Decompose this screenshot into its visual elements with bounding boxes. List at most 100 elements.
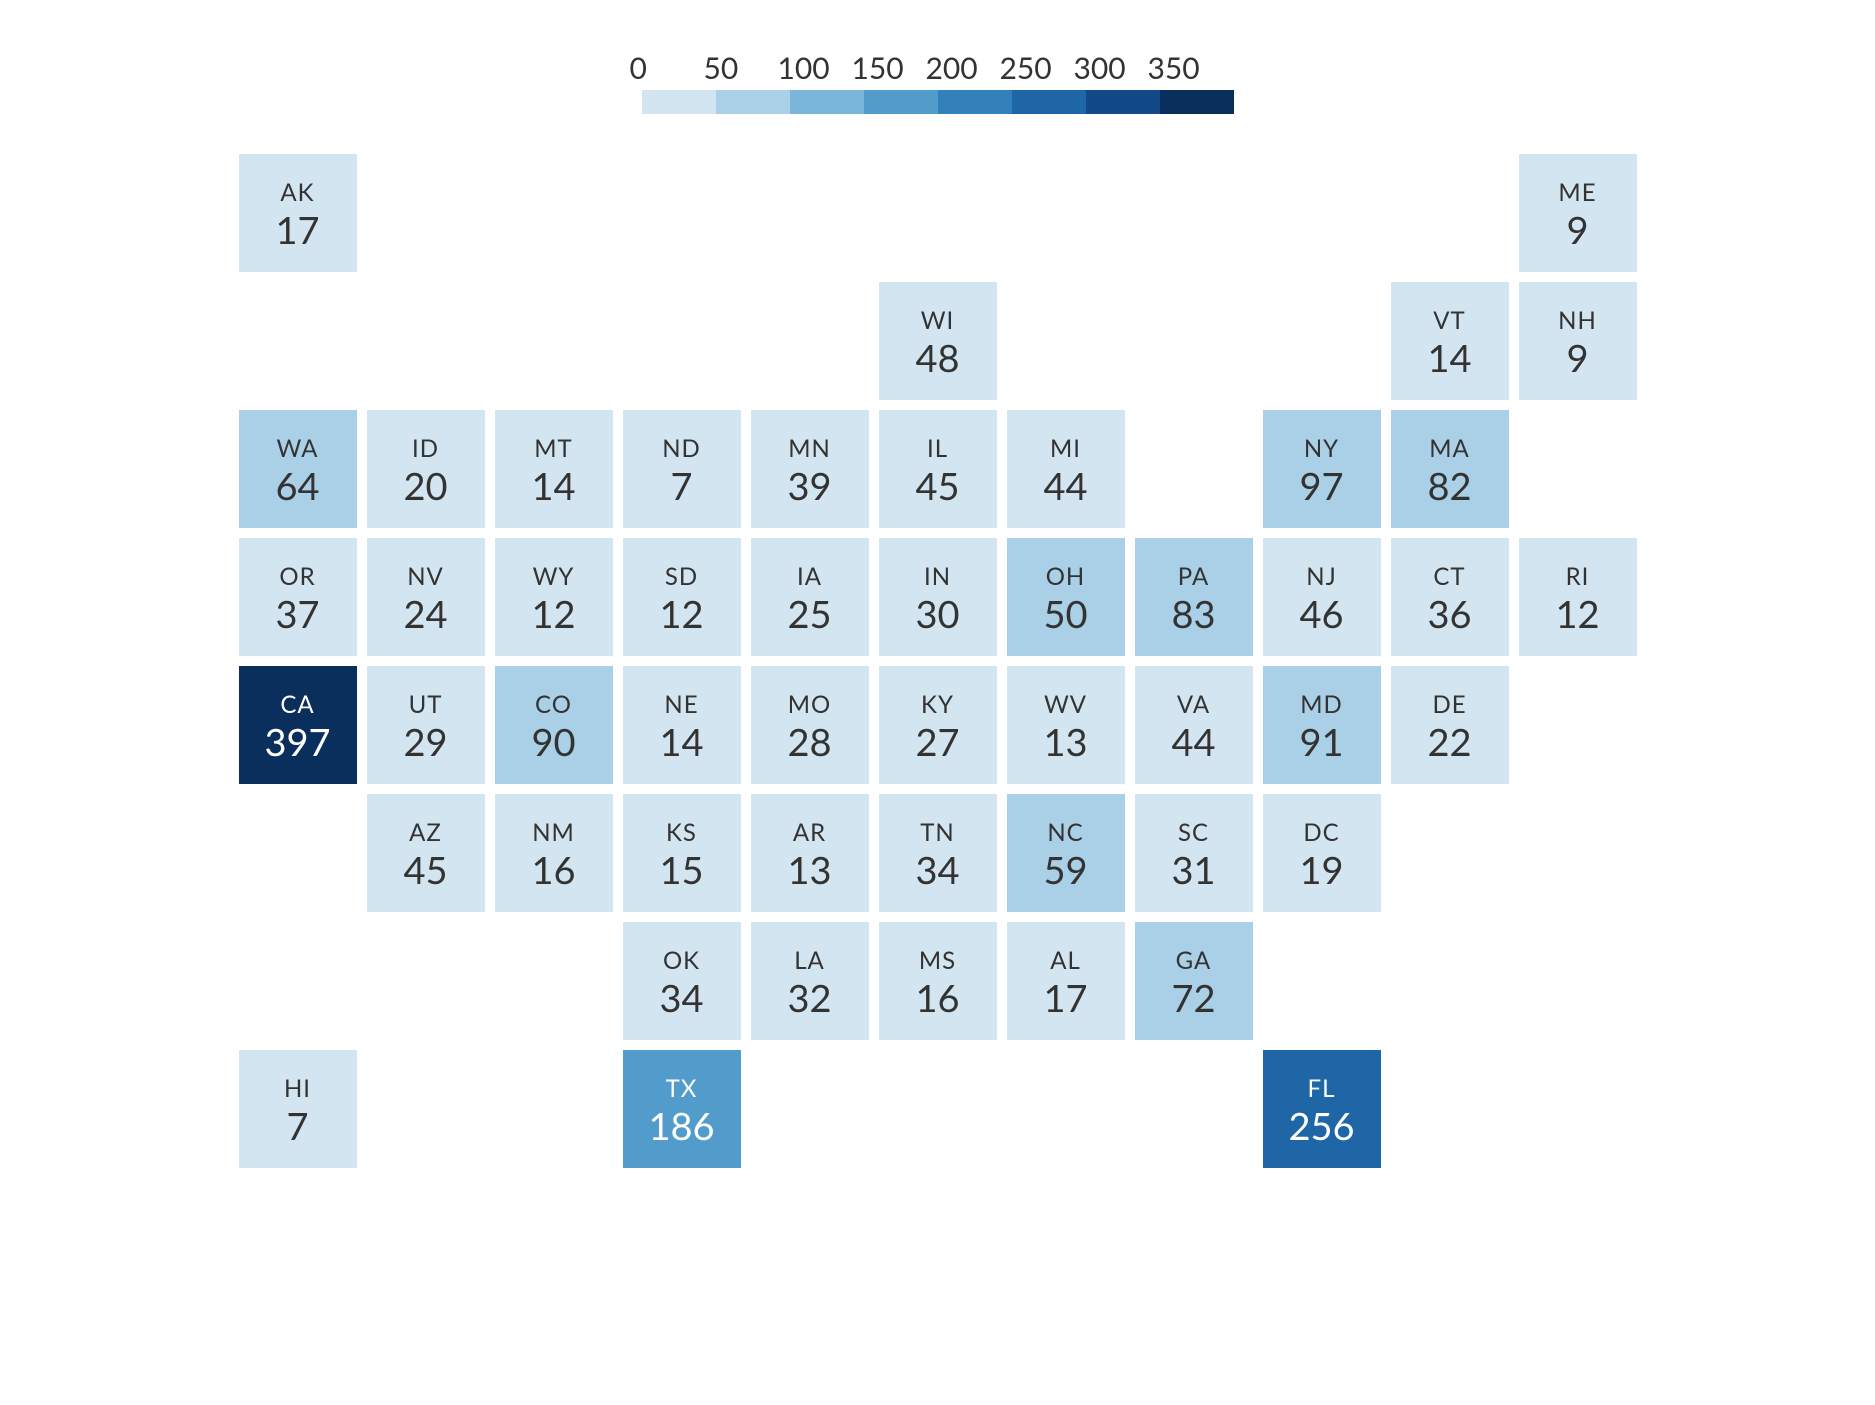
state-tile-il[interactable]: IL45 xyxy=(879,410,997,528)
empty-cell xyxy=(1519,794,1637,912)
state-abbr: CA xyxy=(280,691,314,720)
state-abbr: KY xyxy=(921,691,954,720)
empty-cell xyxy=(879,154,997,272)
state-abbr: AK xyxy=(280,179,314,208)
state-tile-sc[interactable]: SC31 xyxy=(1135,794,1253,912)
state-tile-la[interactable]: LA32 xyxy=(751,922,869,1040)
state-tile-md[interactable]: MD91 xyxy=(1263,666,1381,784)
state-value: 30 xyxy=(915,595,959,633)
state-tile-nm[interactable]: NM16 xyxy=(495,794,613,912)
state-value: 14 xyxy=(531,467,575,505)
state-abbr: SC xyxy=(1178,819,1209,848)
state-tile-ne[interactable]: NE14 xyxy=(623,666,741,784)
state-tile-mn[interactable]: MN39 xyxy=(751,410,869,528)
state-tile-sd[interactable]: SD12 xyxy=(623,538,741,656)
state-tile-pa[interactable]: PA83 xyxy=(1135,538,1253,656)
state-abbr: RI xyxy=(1566,563,1590,592)
empty-cell xyxy=(751,282,869,400)
empty-cell xyxy=(239,922,357,1040)
state-tile-vt[interactable]: VT14 xyxy=(1391,282,1509,400)
state-value: 45 xyxy=(403,851,447,889)
legend-tick-label: 200 xyxy=(926,50,1000,86)
empty-cell xyxy=(367,282,485,400)
state-tile-nv[interactable]: NV24 xyxy=(367,538,485,656)
empty-cell xyxy=(1135,282,1253,400)
state-tile-ar[interactable]: AR13 xyxy=(751,794,869,912)
state-tile-ma[interactable]: MA82 xyxy=(1391,410,1509,528)
state-tile-ut[interactable]: UT29 xyxy=(367,666,485,784)
state-tile-wa[interactable]: WA64 xyxy=(239,410,357,528)
state-tile-wy[interactable]: WY12 xyxy=(495,538,613,656)
state-tile-ky[interactable]: KY27 xyxy=(879,666,997,784)
state-abbr: MO xyxy=(788,691,832,720)
state-value: 97 xyxy=(1299,467,1343,505)
state-tile-ri[interactable]: RI12 xyxy=(1519,538,1637,656)
state-tile-ak[interactable]: AK 17 xyxy=(239,154,357,272)
state-tile-nc[interactable]: NC59 xyxy=(1007,794,1125,912)
empty-cell xyxy=(1007,154,1125,272)
state-tile-ms[interactable]: MS16 xyxy=(879,922,997,1040)
state-abbr: ME xyxy=(1558,179,1596,208)
state-tile-ca[interactable]: CA397 xyxy=(239,666,357,784)
state-tile-oh[interactable]: OH50 xyxy=(1007,538,1125,656)
state-abbr: OH xyxy=(1046,563,1086,592)
state-value: 59 xyxy=(1043,851,1087,889)
state-tile-va[interactable]: VA44 xyxy=(1135,666,1253,784)
legend-swatch-row xyxy=(642,90,1234,114)
state-value: 9 xyxy=(1566,211,1588,249)
state-value: 256 xyxy=(1288,1107,1354,1145)
state-value: 13 xyxy=(1043,723,1087,761)
empty-cell xyxy=(1519,1050,1637,1168)
empty-cell xyxy=(623,154,741,272)
state-tile-wi[interactable]: WI48 xyxy=(879,282,997,400)
empty-cell xyxy=(495,922,613,1040)
state-tile-al[interactable]: AL17 xyxy=(1007,922,1125,1040)
state-abbr: CT xyxy=(1433,563,1465,592)
state-tile-mo[interactable]: MO28 xyxy=(751,666,869,784)
empty-cell xyxy=(495,154,613,272)
state-abbr: OR xyxy=(279,563,315,592)
state-tile-fl[interactable]: FL256 xyxy=(1263,1050,1381,1168)
state-abbr: MI xyxy=(1050,435,1081,464)
state-tile-tn[interactable]: TN34 xyxy=(879,794,997,912)
legend-tick-label: 0 xyxy=(630,50,704,86)
state-tile-az[interactable]: AZ45 xyxy=(367,794,485,912)
state-tile-ga[interactable]: GA72 xyxy=(1135,922,1253,1040)
state-tile-ny[interactable]: NY97 xyxy=(1263,410,1381,528)
state-tile-ct[interactable]: CT36 xyxy=(1391,538,1509,656)
state-tile-in[interactable]: IN30 xyxy=(879,538,997,656)
state-tile-dc[interactable]: DC19 xyxy=(1263,794,1381,912)
empty-cell xyxy=(239,282,357,400)
empty-cell xyxy=(1391,794,1509,912)
state-tile-ks[interactable]: KS15 xyxy=(623,794,741,912)
state-tile-or[interactable]: OR37 xyxy=(239,538,357,656)
state-value: 48 xyxy=(915,339,959,377)
state-value: 12 xyxy=(659,595,703,633)
state-tile-me[interactable]: ME 9 xyxy=(1519,154,1637,272)
state-tile-ok[interactable]: OK34 xyxy=(623,922,741,1040)
legend-tick-label: 50 xyxy=(704,50,778,86)
state-value: 22 xyxy=(1427,723,1471,761)
state-value: 17 xyxy=(275,211,319,249)
color-legend: 050100150200250300350 xyxy=(238,50,1638,114)
state-tile-tx[interactable]: TX186 xyxy=(623,1050,741,1168)
state-tile-mt[interactable]: MT14 xyxy=(495,410,613,528)
state-value: 29 xyxy=(403,723,447,761)
state-tile-nj[interactable]: NJ46 xyxy=(1263,538,1381,656)
state-tile-nd[interactable]: ND7 xyxy=(623,410,741,528)
state-tile-mi[interactable]: MI44 xyxy=(1007,410,1125,528)
state-tile-hi[interactable]: HI7 xyxy=(239,1050,357,1168)
state-tile-nh[interactable]: NH9 xyxy=(1519,282,1637,400)
state-tile-wv[interactable]: WV13 xyxy=(1007,666,1125,784)
empty-cell xyxy=(751,154,869,272)
state-value: 34 xyxy=(659,979,703,1017)
state-tile-de[interactable]: DE22 xyxy=(1391,666,1509,784)
state-tile-ia[interactable]: IA25 xyxy=(751,538,869,656)
empty-cell xyxy=(879,1050,997,1168)
state-tile-id[interactable]: ID20 xyxy=(367,410,485,528)
legend-tick-label: 250 xyxy=(1000,50,1074,86)
empty-cell xyxy=(367,1050,485,1168)
state-value: 7 xyxy=(286,1107,308,1145)
state-tile-co[interactable]: CO90 xyxy=(495,666,613,784)
legend-tick-label: 100 xyxy=(778,50,852,86)
